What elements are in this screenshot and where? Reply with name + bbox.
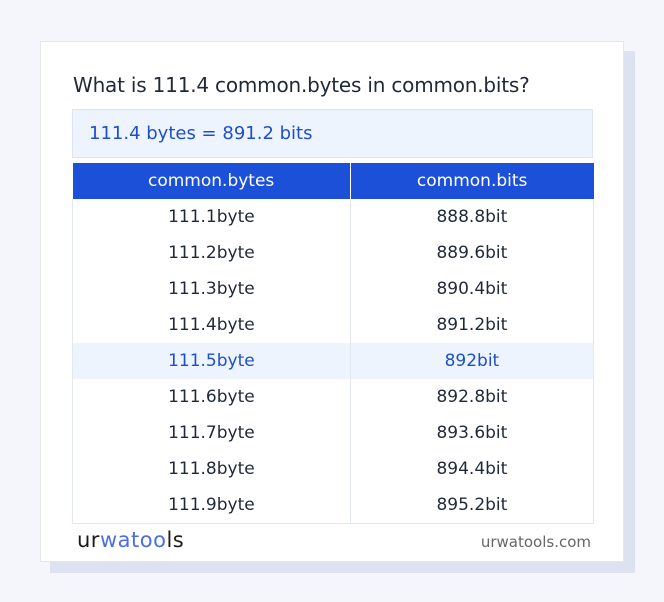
bits-cell: 893.6bit — [349, 415, 595, 451]
table-row: 111.6byte 892.8bit — [72, 379, 595, 415]
converter-card: What is 111.4 common.bytes in common.bit… — [40, 41, 624, 562]
bytes-cell: 111.4byte — [72, 307, 351, 343]
page-title: What is 111.4 common.bytes in common.bit… — [73, 73, 530, 97]
header-bytes: common.bytes — [72, 163, 351, 199]
bytes-cell: 111.1byte — [72, 199, 351, 235]
bytes-cell: 111.3byte — [72, 271, 351, 307]
bits-cell: 894.4bit — [349, 451, 595, 487]
table-row: 111.9byte 895.2bit — [72, 487, 595, 524]
bits-cell: 892.8bit — [349, 379, 595, 415]
bytes-cell: 111.6byte — [72, 379, 351, 415]
table-row: 111.2byte 889.6bit — [72, 235, 595, 271]
table-row: 111.4byte 891.2bit — [72, 307, 595, 343]
bytes-cell: 111.8byte — [72, 451, 351, 487]
bytes-cell: 111.2byte — [72, 235, 351, 271]
header-bits: common.bits — [350, 163, 594, 199]
bits-cell: 892bit — [349, 343, 595, 379]
bytes-cell: 111.7byte — [72, 415, 351, 451]
bits-cell: 895.2bit — [349, 487, 595, 524]
table-row: 111.3byte 890.4bit — [72, 271, 595, 307]
table-row: 111.5byte 892bit — [72, 343, 595, 379]
site-url: urwatools.com — [480, 533, 591, 551]
bits-cell: 891.2bit — [349, 307, 595, 343]
bytes-cell: 111.9byte — [72, 487, 351, 524]
bits-cell: 888.8bit — [349, 199, 595, 235]
conversion-table: common.bytes common.bits 111.1byte 888.8bi… — [72, 163, 595, 524]
bytes-cell: 111.5byte — [72, 343, 351, 379]
bits-cell: 890.4bit — [349, 271, 595, 307]
table-row: 111.7byte 893.6bit — [72, 415, 595, 451]
table-row: 111.1byte 888.8bit — [72, 199, 595, 235]
urwatools-logo: urwatools — [77, 528, 185, 552]
bits-cell: 889.6bit — [349, 235, 595, 271]
table-row: 111.8byte 894.4bit — [72, 451, 595, 487]
result-box: 111.4 bytes = 891.2 bits — [72, 109, 593, 158]
